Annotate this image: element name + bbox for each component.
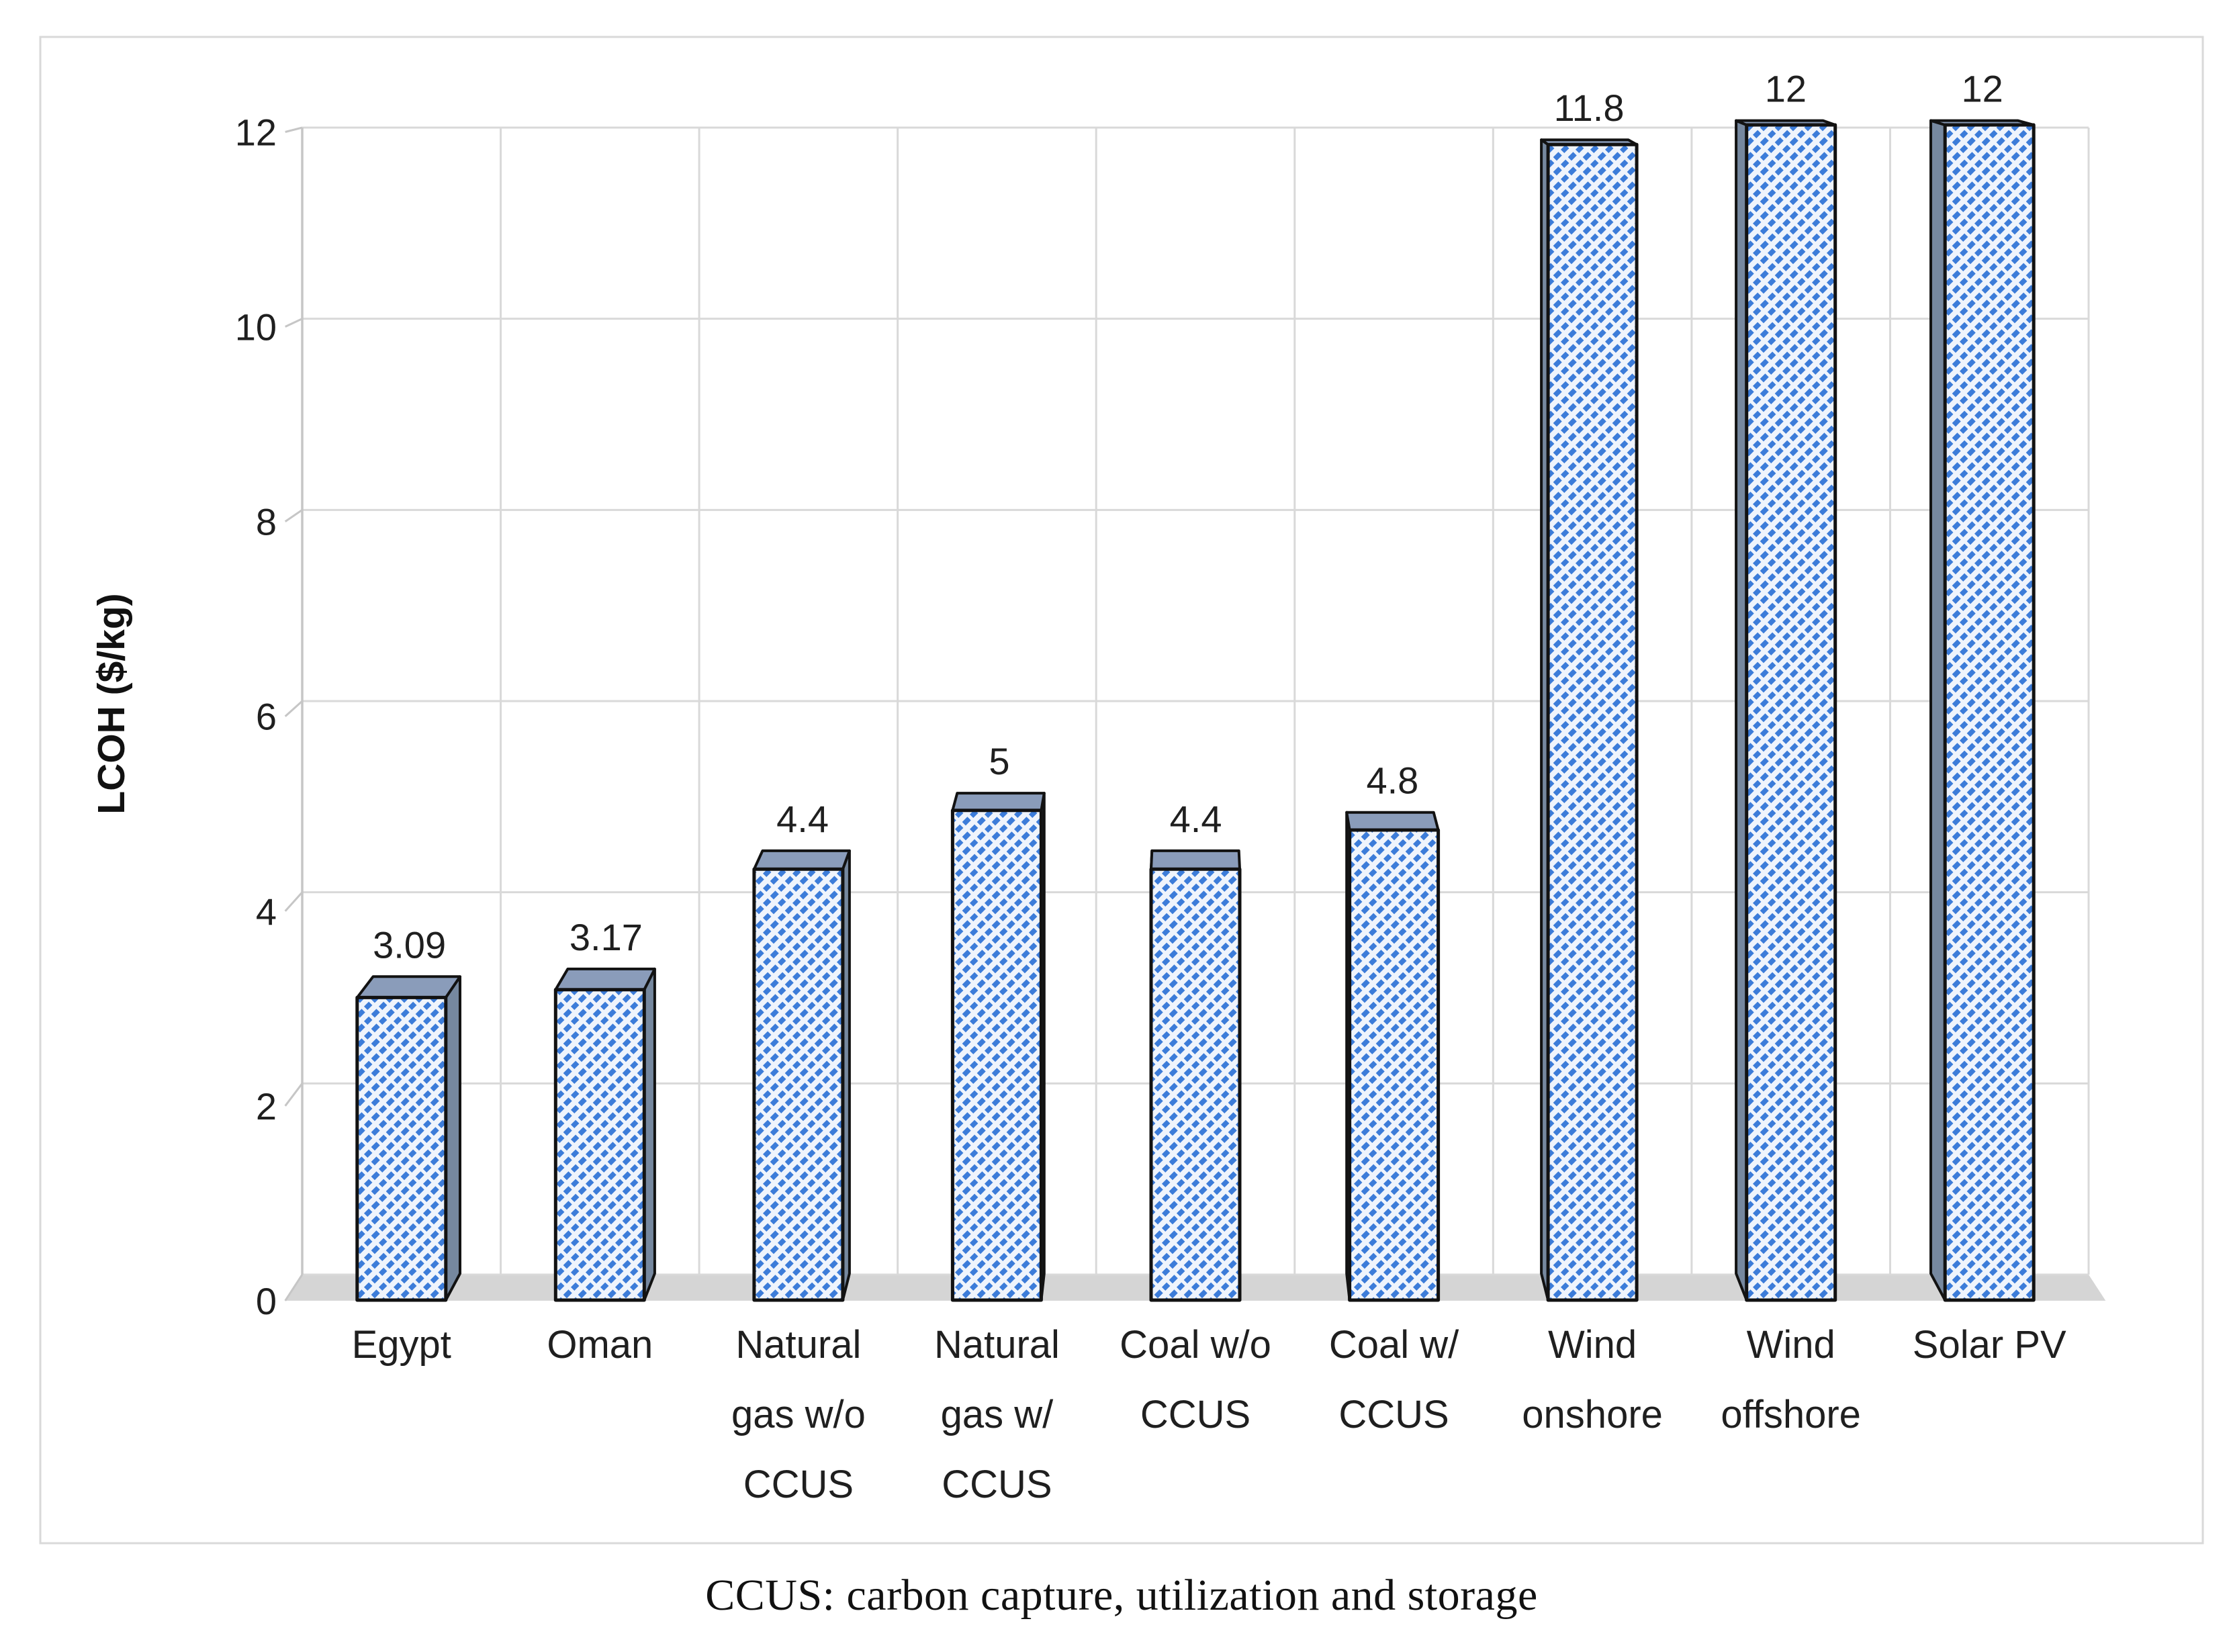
bar-2	[752, 849, 851, 1302]
bar-5	[1345, 811, 1441, 1302]
bar-front-face	[1149, 867, 1242, 1302]
data-label-8: 12	[1961, 68, 2003, 110]
data-label-6: 11.8	[1554, 87, 1625, 129]
figure-caption: CCUS: carbon capture, utilization and st…	[705, 1571, 1538, 1620]
bar-top-face	[1345, 811, 1440, 831]
bar-front-face	[1745, 123, 1837, 1302]
bar-0	[355, 975, 461, 1302]
bar-top-face	[355, 975, 461, 999]
y-tick-label-12: 12	[235, 111, 277, 154]
category-label-line: Coal w/o	[1120, 1323, 1271, 1367]
data-label-2: 4.4	[776, 798, 829, 840]
bar-top-face	[752, 849, 851, 871]
bar-top-face	[1150, 849, 1241, 871]
category-label-line: Egypt	[352, 1323, 451, 1367]
category-label-line: gas w/o	[731, 1393, 866, 1436]
bar-front-face	[553, 988, 646, 1302]
bar-front-face	[1943, 123, 2036, 1302]
category-label-line: CCUS	[743, 1463, 854, 1506]
category-label-1: Oman	[547, 1323, 653, 1367]
y-tick-label-2: 2	[256, 1085, 277, 1128]
category-label-line: Natural	[934, 1323, 1060, 1367]
bar-top-face	[951, 792, 1046, 812]
category-label-line: CCUS	[1140, 1393, 1250, 1436]
category-label-4: Coal w/o CCUS	[1120, 1323, 1271, 1436]
y-tick-8	[284, 509, 303, 522]
data-label-4: 4.4	[1170, 798, 1222, 840]
category-label-8: Solar PV	[1913, 1323, 2066, 1367]
bar-8	[1929, 119, 2036, 1302]
category-label-line: onshore	[1522, 1393, 1663, 1436]
data-label-7: 12	[1765, 68, 1807, 110]
category-label-0: Egypt	[352, 1323, 451, 1367]
y-tick-6	[284, 700, 304, 717]
bar-7	[1735, 119, 1837, 1302]
data-label-3: 5	[989, 740, 1009, 782]
category-label-line: Solar PV	[1913, 1323, 2066, 1367]
y-tick-0	[284, 1274, 304, 1301]
category-label-line: offshore	[1721, 1393, 1861, 1436]
bar-top-face	[554, 967, 656, 991]
data-label-1: 3.17	[570, 916, 643, 958]
y-tick-label-0: 0	[256, 1280, 277, 1322]
category-label-6: Wind onshore	[1522, 1323, 1663, 1436]
category-label-line: Coal w/	[1329, 1323, 1459, 1367]
bar-4	[1149, 849, 1242, 1302]
chart-frame	[39, 36, 2204, 1545]
category-label-line: Natural	[735, 1323, 861, 1367]
category-label-5: Coal w/CCUS	[1329, 1323, 1459, 1436]
bar-side-face	[444, 975, 461, 1301]
bar-front-face	[355, 995, 448, 1302]
bar-front-face	[1546, 142, 1639, 1302]
y-tick-label-10: 10	[235, 306, 277, 349]
y-tick-10	[285, 318, 303, 328]
y-tick-label-6: 6	[256, 696, 277, 738]
y-tick-label-8: 8	[256, 501, 277, 543]
bar-1	[553, 967, 656, 1302]
category-label-line: CCUS	[1338, 1393, 1449, 1436]
category-label-line: Wind	[1548, 1323, 1637, 1367]
category-label-7: Wind offshore	[1721, 1323, 1861, 1436]
data-label-0: 3.09	[373, 923, 446, 966]
category-label-line: gas w/	[941, 1393, 1054, 1436]
bar-3	[950, 792, 1046, 1302]
data-label-5: 4.8	[1366, 760, 1418, 802]
y-tick-label-4: 4	[256, 890, 277, 933]
bar-side-face	[1929, 119, 1947, 1301]
bar-front-face	[752, 867, 845, 1302]
y-axis-title: LCOH ($/kg)	[90, 593, 133, 814]
y-tick-2	[284, 1083, 304, 1107]
y-tick-12	[285, 126, 303, 133]
bar-front-face	[950, 809, 1043, 1302]
y-tick-4	[284, 891, 304, 912]
category-label-line: CCUS	[942, 1463, 1052, 1506]
category-label-line: Wind	[1747, 1323, 1835, 1367]
category-label-3: Natural gas w/CCUS	[934, 1323, 1060, 1506]
bar-front-face	[1348, 828, 1441, 1302]
category-label-line: Oman	[547, 1323, 653, 1367]
category-label-2: Natural gas w/o CCUS	[731, 1323, 866, 1506]
bar-6	[1540, 138, 1639, 1302]
